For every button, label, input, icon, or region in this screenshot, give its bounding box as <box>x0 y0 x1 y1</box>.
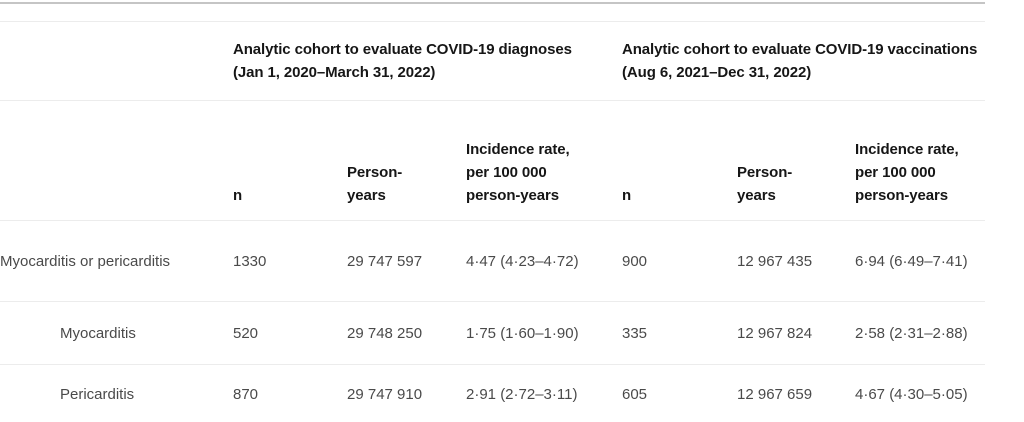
incidence-rate-table: Analytic cohort to evaluate COVID-19 dia… <box>0 2 985 422</box>
column-header-n-diagnoses: n <box>233 100 347 221</box>
n-value-vaccinations: 335 <box>622 301 737 365</box>
group-header-vaccinations-line2: (Aug 6, 2021–Dec 31, 2022) <box>622 64 812 81</box>
person-years-line2: years <box>347 187 386 204</box>
table-row-myocarditis: Myocarditis 520 29 748 250 1·75 (1·60–1·… <box>0 301 985 365</box>
row-label: Myocarditis or pericarditis <box>0 220 233 302</box>
top-spacer-row <box>0 3 985 22</box>
group-header-vaccinations-line1: Analytic cohort to evaluate COVID-19 vac… <box>622 41 978 58</box>
column-header-person-years-vaccinations: Person- years <box>737 100 855 221</box>
column-header-incidence-vaccinations: Incidence rate, per 100 000 person-years <box>855 100 985 221</box>
n-value-vaccinations: 900 <box>622 220 737 302</box>
person-years-line2: years <box>737 187 776 204</box>
person-years-value-diagnoses: 29 748 250 <box>347 301 466 365</box>
person-years-line1: Person- <box>347 164 403 181</box>
incidence-line2: per 100 000 <box>466 164 547 181</box>
incidence-line3: person-years <box>855 187 949 204</box>
column-header-empty-cell <box>0 100 233 221</box>
group-header-row: Analytic cohort to evaluate COVID-19 dia… <box>0 21 985 101</box>
column-header-n-vaccinations: n <box>622 100 737 221</box>
incidence-value-diagnoses: 1·75 (1·60–1·90) <box>466 301 622 365</box>
incidence-value-diagnoses: 2·91 (2·72–3·11) <box>466 364 622 422</box>
person-years-value-vaccinations: 12 967 435 <box>737 220 855 302</box>
group-header-empty-cell <box>0 21 233 101</box>
row-label: Myocarditis <box>0 301 233 365</box>
incidence-line1: Incidence rate, <box>855 141 959 158</box>
incidence-value-vaccinations: 2·58 (2·31–2·88) <box>855 301 985 365</box>
person-years-line1: Person- <box>737 164 793 181</box>
column-header-row: n Person- years Incidence rate, per 100 … <box>0 100 985 221</box>
group-header-vaccinations: Analytic cohort to evaluate COVID-19 vac… <box>622 21 985 101</box>
person-years-value-vaccinations: 12 967 659 <box>737 364 855 422</box>
group-header-diagnoses-line1: Analytic cohort to evaluate COVID-19 dia… <box>233 41 572 58</box>
incidence-value-vaccinations: 4·67 (4·30–5·05) <box>855 364 985 422</box>
incidence-line2: per 100 000 <box>855 164 936 181</box>
n-value-diagnoses: 1330 <box>233 220 347 302</box>
person-years-value-diagnoses: 29 747 910 <box>347 364 466 422</box>
incidence-line1: Incidence rate, <box>466 141 570 158</box>
table-row-pericarditis: Pericarditis 870 29 747 910 2·91 (2·72–3… <box>0 364 985 422</box>
top-spacer-cell <box>0 3 985 22</box>
row-label: Pericarditis <box>0 364 233 422</box>
person-years-value-vaccinations: 12 967 824 <box>737 301 855 365</box>
n-value-vaccinations: 605 <box>622 364 737 422</box>
n-value-diagnoses: 520 <box>233 301 347 365</box>
incidence-line3: person-years <box>466 187 560 204</box>
incidence-value-vaccinations: 6·94 (6·49–7·41) <box>855 220 985 302</box>
column-header-incidence-diagnoses: Incidence rate, per 100 000 person-years <box>466 100 622 221</box>
column-header-person-years-diagnoses: Person- years <box>347 100 466 221</box>
group-header-diagnoses: Analytic cohort to evaluate COVID-19 dia… <box>233 21 622 101</box>
table-row-myocarditis-or-pericarditis: Myocarditis or pericarditis 1330 29 747 … <box>0 220 985 302</box>
n-value-diagnoses: 870 <box>233 364 347 422</box>
group-header-diagnoses-line2: (Jan 1, 2020–March 31, 2022) <box>233 64 436 81</box>
incidence-value-diagnoses: 4·47 (4·23–4·72) <box>466 220 622 302</box>
person-years-value-diagnoses: 29 747 597 <box>347 220 466 302</box>
